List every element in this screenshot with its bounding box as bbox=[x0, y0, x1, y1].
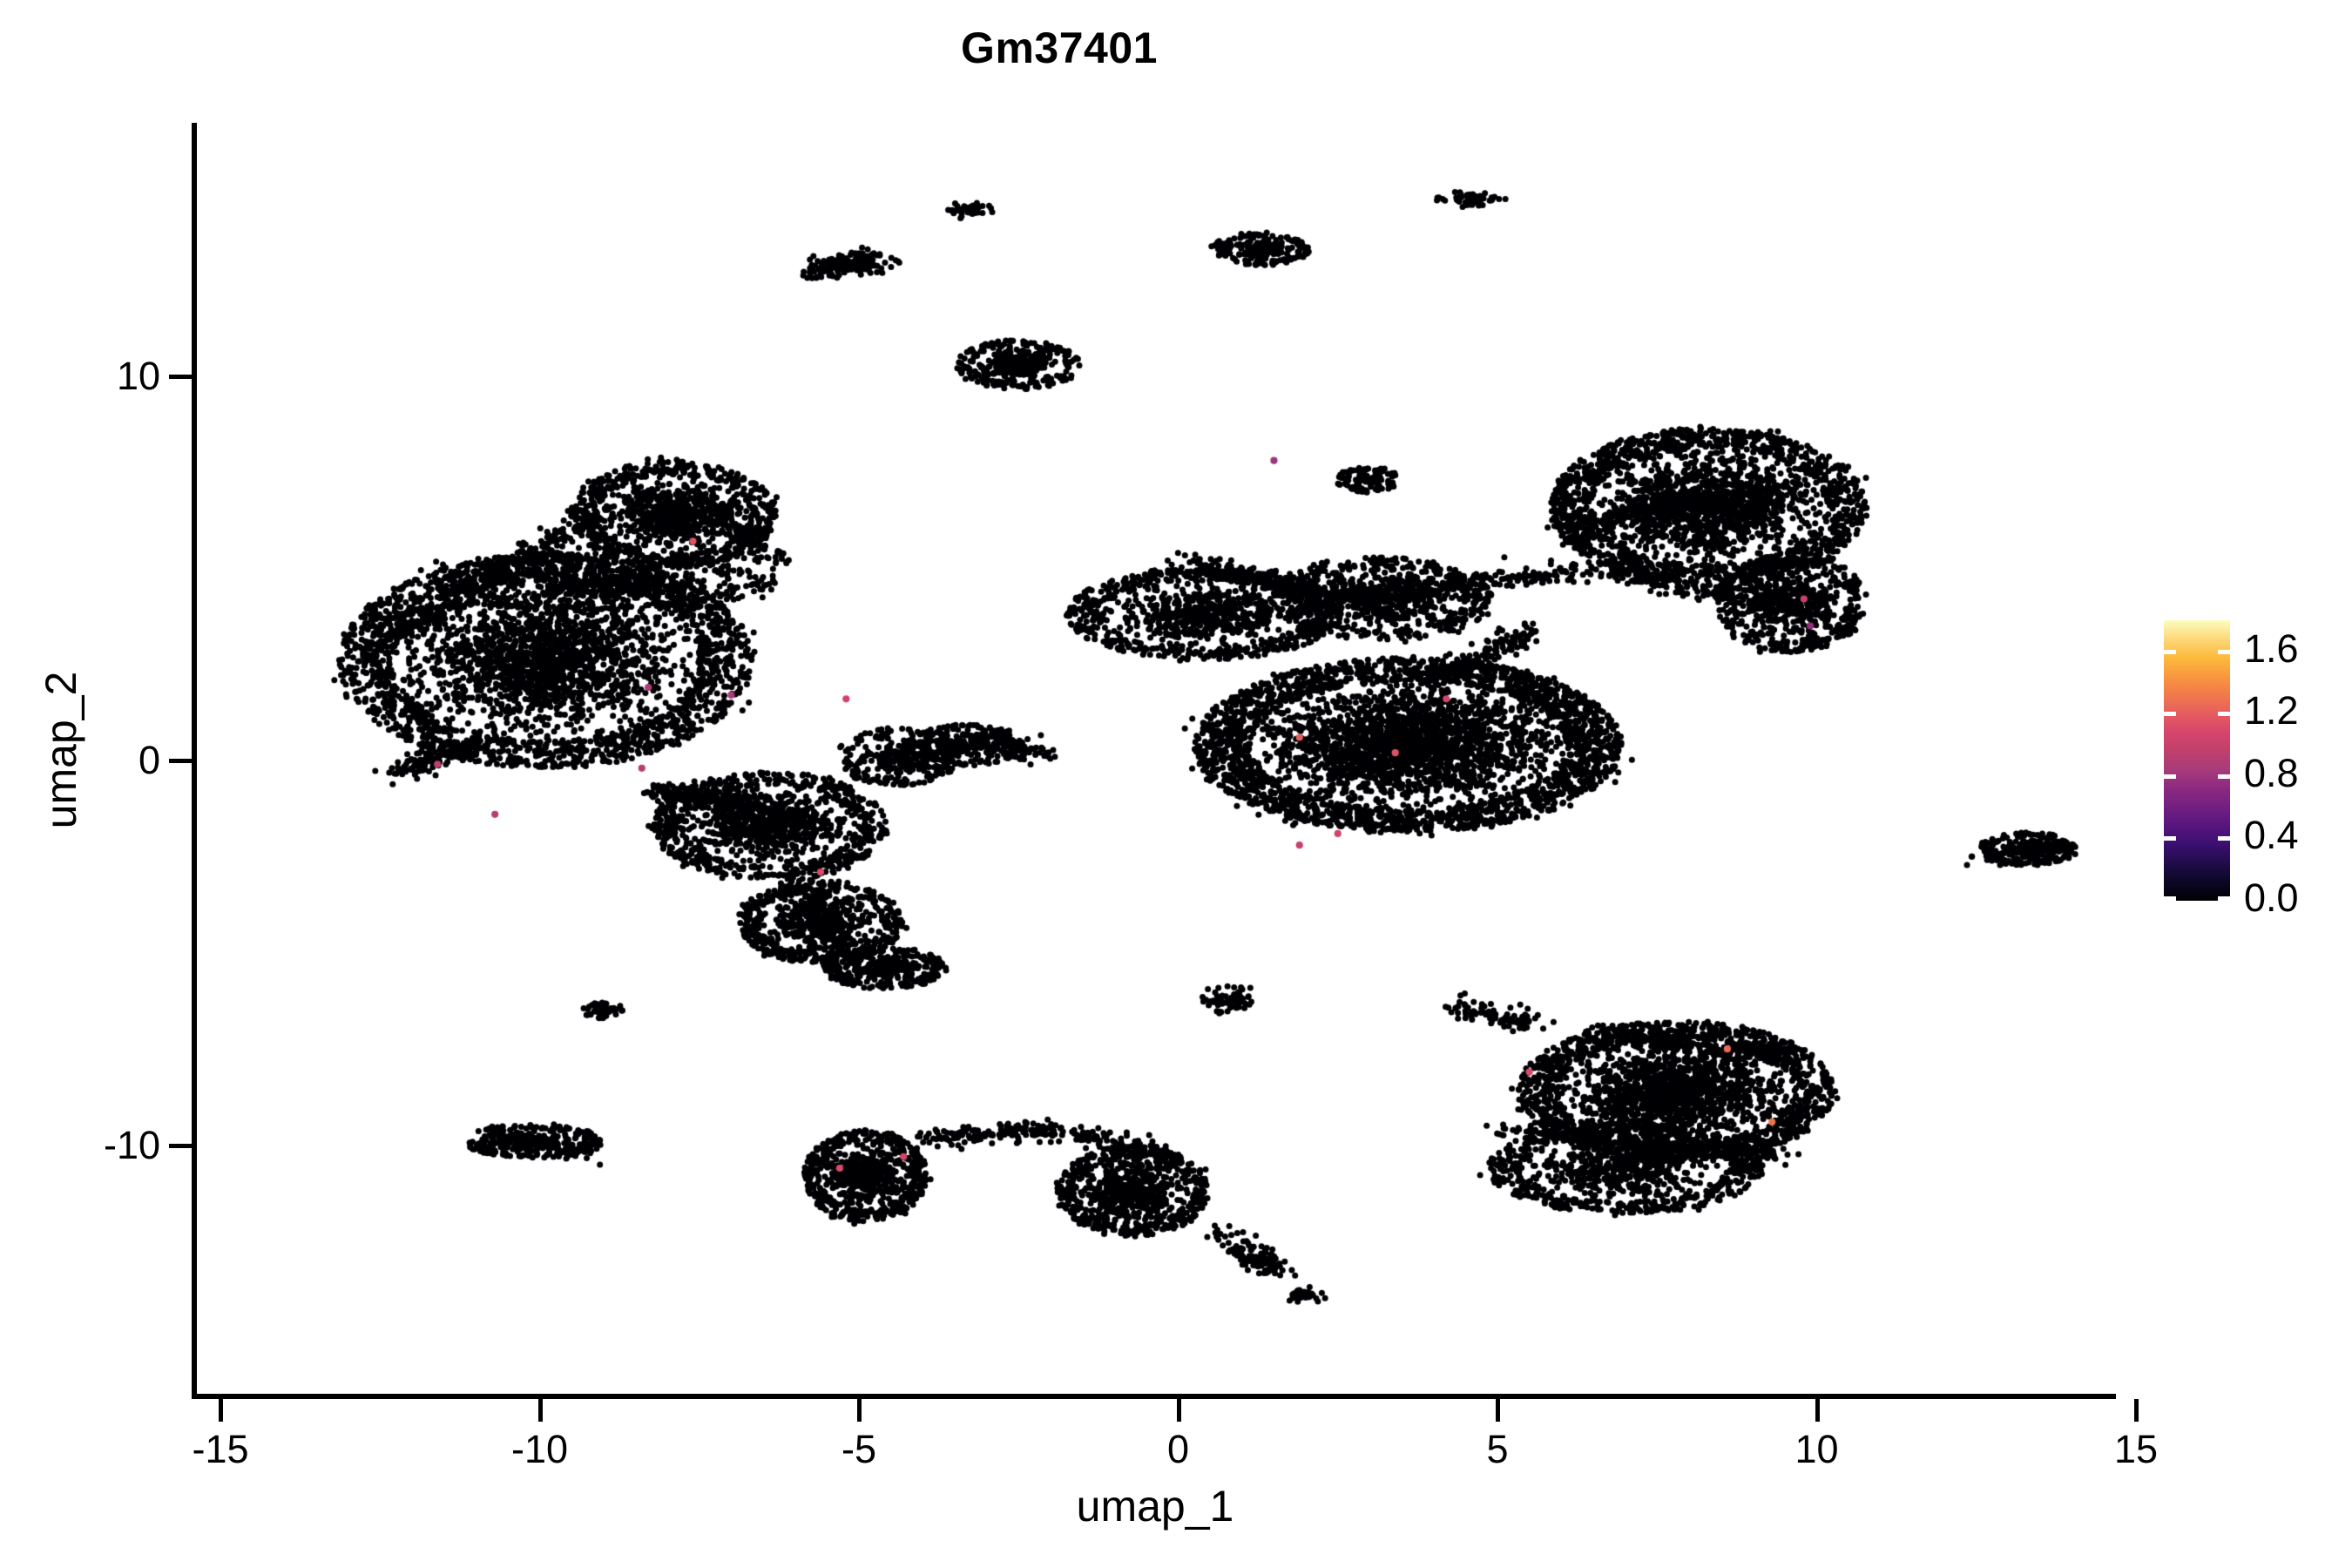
x-axis-line bbox=[192, 1394, 2116, 1399]
x-tick-mark bbox=[2134, 1399, 2139, 1422]
colorbar-tick-mark bbox=[2164, 712, 2176, 717]
colorbar-tick-mark bbox=[2218, 712, 2230, 717]
scatter-points-canvas bbox=[194, 123, 2116, 1396]
colorbar-tick-mark bbox=[2164, 896, 2176, 901]
expression-colorbar-legend: 1.6 1.2 0.8 0.4 0.0 bbox=[2164, 620, 2338, 917]
page-title: Gm37401 bbox=[961, 24, 1158, 72]
colorbar-tick-mark bbox=[2164, 774, 2176, 779]
colorbar-tick-mark bbox=[2164, 649, 2176, 654]
x-tick-label: 5 bbox=[1486, 1427, 1509, 1471]
colorbar-tick-label: 1.6 bbox=[2244, 625, 2299, 671]
y-tick-label: 10 bbox=[116, 353, 160, 398]
colorbar-tick-mark bbox=[2164, 836, 2176, 841]
y-tick-mark bbox=[169, 759, 192, 763]
colorbar-gradient bbox=[2164, 620, 2230, 901]
x-tick-mark bbox=[1176, 1399, 1181, 1422]
x-tick-label: 15 bbox=[2113, 1427, 2159, 1471]
x-tick-mark bbox=[1496, 1399, 1500, 1422]
colorbar-tick-label: 0.0 bbox=[2244, 875, 2299, 920]
x-tick-mark bbox=[857, 1399, 862, 1422]
x-tick-label: -15 bbox=[192, 1427, 249, 1471]
x-axis-label: umap_1 bbox=[1076, 1482, 1234, 1531]
x-tick-label: -10 bbox=[510, 1427, 569, 1471]
colorbar-tick-label: 0.8 bbox=[2244, 750, 2299, 795]
x-tick-label: 10 bbox=[1794, 1427, 1839, 1471]
colorbar-tick-mark bbox=[2218, 896, 2230, 901]
x-tick-mark bbox=[537, 1399, 543, 1422]
scatter-plot-panel bbox=[194, 123, 2116, 1396]
colorbar-tick-label: 1.2 bbox=[2244, 688, 2299, 733]
y-axis-label: umap_2 bbox=[37, 671, 85, 829]
colorbar-tick-label: 0.4 bbox=[2244, 813, 2299, 858]
colorbar-tick-mark bbox=[2218, 836, 2230, 841]
colorbar-tick-mark bbox=[2218, 649, 2230, 654]
x-tick-label: 0 bbox=[1166, 1427, 1190, 1471]
x-tick-mark bbox=[219, 1399, 223, 1422]
y-tick-label: -10 bbox=[103, 1122, 160, 1167]
y-tick-label: 0 bbox=[138, 738, 160, 782]
x-tick-mark bbox=[1815, 1399, 1820, 1422]
colorbar-tick-mark bbox=[2218, 774, 2230, 779]
y-tick-mark bbox=[169, 1143, 192, 1148]
x-tick-label: -5 bbox=[841, 1427, 876, 1471]
y-tick-mark bbox=[169, 374, 192, 379]
colorbar bbox=[2164, 620, 2230, 901]
